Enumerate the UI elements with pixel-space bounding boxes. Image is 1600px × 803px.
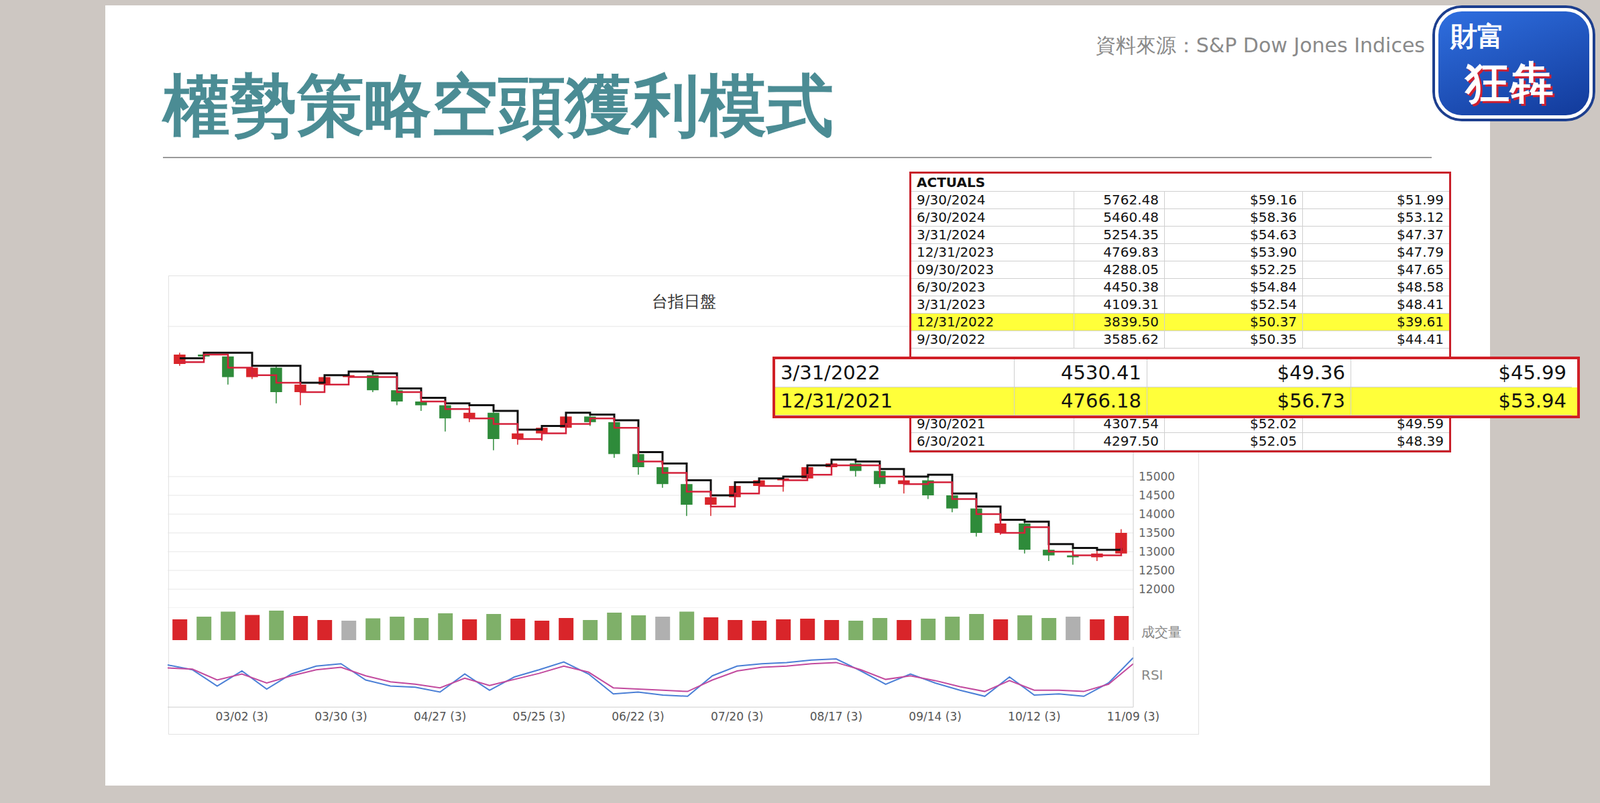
- svg-text:03/30 (3): 03/30 (3): [314, 710, 367, 724]
- html-text:$56.73: $56.73: [1277, 389, 1346, 413]
- html-text:5460.48: 5460.48: [1103, 209, 1159, 226]
- html-text:$53.12: $53.12: [1396, 209, 1444, 226]
- html-text:4297.50: 4297.50: [1103, 433, 1159, 450]
- html-text:$52.25: $52.25: [1249, 261, 1297, 278]
- html-text:ACTUALS: ACTUALS: [916, 174, 986, 191]
- html-text:4530.41: 4530.41: [1060, 361, 1142, 385]
- svg-text:04/27 (3): 04/27 (3): [413, 710, 467, 724]
- svg-text:06/22 (3): 06/22 (3): [611, 710, 664, 724]
- html-text:$48.41: $48.41: [1396, 296, 1444, 313]
- html-text:3/31/2024: 3/31/2024: [916, 226, 986, 243]
- html-text:$45.99: $45.99: [1498, 361, 1567, 385]
- svg-text:03/02 (3): 03/02 (3): [215, 710, 269, 724]
- html-text:4109.31: 4109.31: [1103, 296, 1159, 313]
- html-text:$52.54: $52.54: [1249, 296, 1297, 313]
- html-text:$39.61: $39.61: [1396, 313, 1444, 330]
- html-text:$44.41: $44.41: [1396, 331, 1444, 348]
- html-text:$49.36: $49.36: [1277, 361, 1346, 385]
- svg-text:11/09 (3): 11/09 (3): [1107, 710, 1160, 724]
- svg-text:13500: 13500: [1138, 526, 1175, 540]
- svg-text:09/14 (3): 09/14 (3): [908, 710, 961, 724]
- html-text:$49.59: $49.59: [1396, 415, 1444, 432]
- html-text:成交量: 成交量: [1141, 624, 1182, 641]
- html-text:3/31/2022: 3/31/2022: [780, 361, 881, 385]
- html-text:9/30/2022: 9/30/2022: [916, 331, 986, 348]
- html-text:5254.35: 5254.35: [1103, 226, 1159, 243]
- html-text:$54.84: $54.84: [1249, 278, 1297, 296]
- html-text:財富: 財富: [1450, 20, 1505, 52]
- html-text:12/31/2023: 12/31/2023: [916, 244, 994, 261]
- html-text:4450.38: 4450.38: [1103, 278, 1159, 296]
- html-text:台指日盤: 台指日盤: [651, 292, 717, 312]
- html-text:$47.79: $47.79: [1396, 244, 1444, 261]
- html-text:$47.65: $47.65: [1396, 261, 1444, 278]
- svg-text:08/17 (3): 08/17 (3): [810, 710, 863, 724]
- html-text:權勢策略空頭獲利模式: 權勢策略空頭獲利模式: [162, 66, 834, 145]
- html-text:6/30/2024: 6/30/2024: [916, 209, 986, 226]
- svg-text:13000: 13000: [1138, 545, 1175, 559]
- html-text:9/30/2021: 9/30/2021: [916, 415, 986, 432]
- html-text:4288.05: 4288.05: [1103, 261, 1159, 278]
- html-text:狂犇: 狂犇: [1465, 56, 1554, 109]
- html-text:6/30/2023: 6/30/2023: [916, 278, 986, 296]
- svg-text:07/20 (3): 07/20 (3): [710, 710, 764, 724]
- html-text:3839.50: 3839.50: [1103, 313, 1159, 330]
- svg-text:15000: 15000: [1138, 470, 1175, 484]
- html-text:$50.37: $50.37: [1249, 313, 1297, 330]
- html-text:4766.18: 4766.18: [1060, 389, 1142, 413]
- html-text:$59.16: $59.16: [1249, 191, 1297, 208]
- html-text:$50.35: $50.35: [1249, 331, 1297, 348]
- html-text:$48.58: $48.58: [1396, 278, 1444, 296]
- html-text:RSI: RSI: [1141, 667, 1164, 684]
- html-text:09/30/2023: 09/30/2023: [916, 261, 994, 278]
- html-text:$52.02: $52.02: [1249, 415, 1297, 432]
- html-text:4307.54: 4307.54: [1103, 415, 1159, 432]
- html-text:$58.36: $58.36: [1249, 209, 1297, 226]
- html-text:12/31/2021: 12/31/2021: [780, 389, 893, 413]
- html-text:$47.37: $47.37: [1396, 226, 1444, 243]
- html-text:$53.94: $53.94: [1498, 389, 1567, 413]
- html-text:5762.48: 5762.48: [1103, 191, 1159, 208]
- html-text:$54.63: $54.63: [1249, 226, 1297, 243]
- html-text:12/31/2022: 12/31/2022: [916, 313, 994, 330]
- html-text:3/31/2023: 3/31/2023: [916, 296, 986, 313]
- svg-text:12500: 12500: [1138, 563, 1175, 578]
- svg-text:05/25 (3): 05/25 (3): [512, 710, 566, 724]
- svg-text:14000: 14000: [1138, 507, 1175, 522]
- html-text:$53.90: $53.90: [1249, 244, 1297, 261]
- html-text:$51.99: $51.99: [1396, 191, 1444, 208]
- html-text:3585.62: 3585.62: [1103, 331, 1159, 348]
- svg-text:10/12 (3): 10/12 (3): [1007, 710, 1061, 724]
- html-text:$48.39: $48.39: [1396, 433, 1444, 450]
- svg-text:12000: 12000: [1138, 582, 1175, 597]
- html-text:$52.05: $52.05: [1249, 433, 1297, 450]
- html-text:4769.83: 4769.83: [1103, 244, 1159, 261]
- html-text:資料來源：S&P Dow Jones Indices: 資料來源：S&P Dow Jones Indices: [1095, 33, 1425, 57]
- svg-text:14500: 14500: [1138, 488, 1175, 503]
- html-text:9/30/2024: 9/30/2024: [916, 191, 986, 208]
- html-text:6/30/2021: 6/30/2021: [916, 433, 986, 450]
